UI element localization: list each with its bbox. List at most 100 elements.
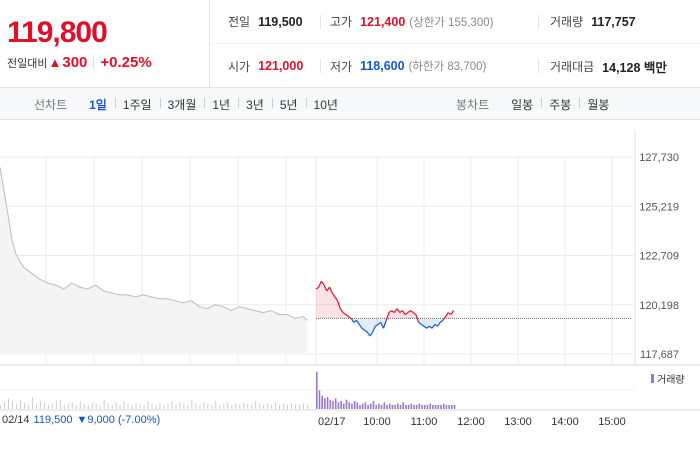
tab-1w[interactable]: 1주일 [114, 96, 160, 113]
volume-bar-today [332, 401, 334, 409]
today-line-segment [358, 323, 363, 329]
volume-bar-prev [55, 401, 57, 409]
volume-bar-prev [223, 403, 225, 409]
today-line-segment [369, 331, 374, 337]
volume-bar-today [364, 402, 367, 409]
volume-bar-today [388, 403, 391, 409]
today-line-segment [393, 308, 398, 313]
today-line-segment [361, 327, 365, 331]
volume-bar-prev [203, 402, 205, 409]
prev-day-area [0, 167, 307, 354]
stat-divider [538, 15, 539, 29]
volume-bar-today [421, 405, 423, 409]
line-chart-group: 선차트 1일 1주일 3개월 1년 3년 5년 10년 [34, 88, 346, 120]
tab-3m[interactable]: 3개월 [159, 96, 205, 113]
x-tick-date: 02/17 [318, 416, 346, 428]
volume-bar-today [372, 401, 375, 409]
stat-value: 121,000 [258, 59, 304, 73]
prev-day-line [0, 167, 308, 321]
volume-bar-today [410, 403, 413, 409]
tab-10y[interactable]: 10년 [305, 96, 346, 113]
stat-low: 저가 118,600 (하한가 83,700) [330, 58, 486, 75]
volume-bar-today [353, 401, 356, 409]
today-fill-down [351, 318, 443, 337]
volume-bar-prev [99, 405, 101, 409]
volume-bar-prev [131, 405, 133, 409]
price-chart[interactable]: 127,730 125,219 122,709 120,198 117,687 02/1… [0, 120, 700, 450]
stats-panel: 전일 119,500 고가 121,400 (상한가 155,300) 거래량 … [210, 0, 700, 88]
volume-bar-today [445, 405, 448, 409]
tab-daily[interactable]: 일봉 [511, 97, 534, 112]
volume-bar-today [391, 405, 394, 409]
volume-bar-today [345, 399, 348, 409]
change-amount: 300 [62, 54, 88, 71]
volume-bar-prev [155, 405, 157, 409]
stat-value: 118,600 [360, 59, 405, 73]
volume-bar-prev [7, 398, 9, 409]
volume-bar-prev [271, 405, 273, 409]
volume-bar-prev [243, 402, 245, 409]
tab-1y[interactable]: 1년 [204, 96, 238, 113]
tab-monthly[interactable]: 월봉 [579, 96, 617, 113]
prev-day-change-amount: 9,000 [87, 414, 115, 426]
volume-bar-today [326, 397, 329, 409]
volume-bar-prev [3, 402, 5, 409]
tab-5y[interactable]: 5년 [271, 96, 306, 113]
volume-bar-prev [235, 403, 237, 409]
stat-label: 시가 [228, 59, 251, 74]
volume-bar-prev [175, 405, 177, 409]
tab-3y[interactable]: 3년 [238, 96, 272, 113]
stat-sub: (상한가 155,300) [409, 16, 494, 29]
volume-bar-prev [95, 403, 97, 409]
today-line-segment [320, 280, 325, 286]
stat-label: 전일 [228, 15, 251, 29]
volume-bar-today [334, 398, 337, 409]
stat-divider [320, 15, 321, 29]
y-tick-label: 122,709 [639, 251, 679, 263]
today-line-segment [331, 292, 336, 298]
x-tick-label: 15:00 [598, 416, 626, 428]
volume-bar-today [370, 403, 372, 409]
volume-bar-prev [179, 402, 181, 409]
today-line-segment [342, 312, 347, 315]
volume-bar-prev [163, 405, 165, 409]
volume-bar-prev [259, 403, 261, 409]
volume-bar-prev [195, 403, 197, 409]
prev-day-close: 119,500 [33, 414, 73, 426]
today-line-segment [323, 284, 328, 292]
volume-bar-prev [27, 405, 29, 409]
volume-bar-prev [127, 403, 129, 409]
volume-bar-prev [255, 401, 257, 409]
today-line-segment [366, 331, 371, 337]
stats-row-2: 시가 121,000 저가 118,600 (하한가 83,700) 거래대금 … [210, 44, 700, 88]
volume-bar-prev [219, 405, 221, 409]
stat-label: 거래대금 [550, 59, 595, 74]
volume-bar-today [378, 403, 380, 409]
prev-day-change-pct: (-7.00%) [117, 414, 161, 426]
volume-bar-today [399, 405, 402, 409]
y-tick-label: 117,687 [640, 349, 679, 361]
volume-bar-today [402, 402, 404, 409]
volume-bar-prev [111, 405, 113, 409]
stat-volume: 거래량 117,757 [550, 13, 636, 30]
quote-summary: 119,800 전일대비 ▲ 300 +0.25% 전일 119,500 고가 … [0, 0, 700, 88]
stat-high: 고가 121,400 (상한가 155,300) [330, 13, 493, 30]
stat-amount: 거래대금 14,128 백만 [550, 57, 667, 76]
volume-bar-prev [39, 401, 41, 409]
volume-bar-today [380, 405, 383, 409]
volume-bar-today [359, 405, 361, 409]
volume-bar-today [337, 402, 340, 409]
change-label: 전일대비 [7, 57, 48, 70]
today-line-segment [372, 326, 376, 333]
volume-bar-prev [119, 405, 121, 409]
volume-bar-prev [167, 403, 169, 409]
volume-bar-prev [191, 399, 193, 409]
tab-1d[interactable]: 1일 [89, 97, 107, 112]
tab-weekly[interactable]: 주봉 [541, 96, 579, 113]
today-line-segment [350, 318, 355, 323]
stat-label: 고가 [330, 15, 353, 29]
stat-prev-close: 전일 119,500 [228, 13, 303, 30]
volume-bar-today [316, 371, 318, 409]
volume-bar-today [418, 403, 421, 409]
volume-bar-prev [211, 405, 213, 409]
